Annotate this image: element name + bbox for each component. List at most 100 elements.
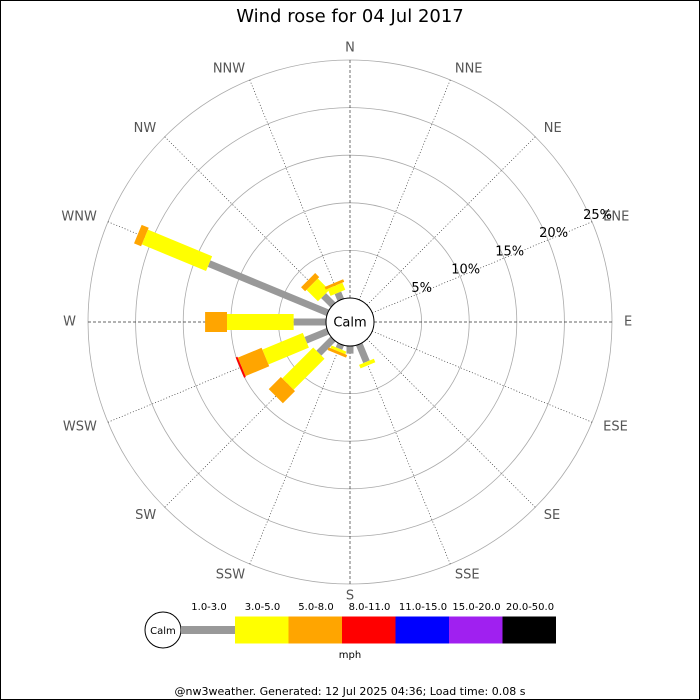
bar-group <box>306 278 330 302</box>
bar-group <box>359 358 376 369</box>
bar-group <box>327 282 346 296</box>
calm-label: Calm <box>333 316 366 331</box>
bar-segment <box>306 278 330 302</box>
spoke <box>358 344 451 565</box>
direction-label: ENE <box>603 210 629 225</box>
legend-label: 20.0-50.0 <box>506 602 554 613</box>
direction-label: S <box>346 589 354 604</box>
legend-label: 8.0-11.0 <box>349 602 391 613</box>
bar-group <box>324 279 345 290</box>
legend-swatch <box>449 616 503 644</box>
bar-segment <box>301 273 320 292</box>
direction-label: N <box>345 41 355 56</box>
bar-group <box>335 342 345 350</box>
bar-group <box>226 314 294 330</box>
bar-segment <box>134 224 149 247</box>
ring-label: 25% <box>583 208 612 223</box>
bar-segment <box>346 346 354 354</box>
bar-segment <box>321 293 336 308</box>
direction-label: WSW <box>63 419 97 434</box>
direction-label: SE <box>544 508 560 523</box>
direction-label: SW <box>135 508 156 523</box>
legend-swatch <box>288 616 342 644</box>
bar-group <box>304 327 330 344</box>
bar-group <box>262 332 309 365</box>
bar-group <box>334 291 345 302</box>
bar-segment <box>330 345 347 355</box>
bar-segment <box>282 347 325 390</box>
legend-label: 3.0-5.0 <box>245 602 280 613</box>
bar-group <box>293 318 326 326</box>
bar-segment <box>327 347 348 358</box>
bar-group <box>321 293 336 308</box>
bar-segment <box>235 356 246 378</box>
legend-swatch <box>342 616 396 644</box>
ring-label: 15% <box>495 244 524 259</box>
legend-calm-label: Calm <box>150 626 176 637</box>
bar-segment <box>237 347 270 377</box>
bar-group <box>282 347 325 390</box>
bar-segment <box>293 318 326 326</box>
spoke <box>358 79 451 300</box>
bar-segment <box>141 229 213 272</box>
direction-label: WNW <box>61 210 97 225</box>
bar-segment <box>207 260 330 317</box>
bar-segment <box>334 291 345 302</box>
bar-group <box>141 229 213 272</box>
spoke <box>372 330 593 423</box>
bar-group <box>205 312 227 332</box>
legend-label: 5.0-8.0 <box>298 602 333 613</box>
footer: @nw3weather. Generated: 12 Jul 2025 04:3… <box>175 685 526 698</box>
legend-swatch <box>502 616 556 644</box>
legend-label: 11.0-15.0 <box>399 602 447 613</box>
bar-segment <box>304 327 330 344</box>
ring-label: 10% <box>451 263 480 278</box>
bar-segment <box>262 332 309 365</box>
ring-label: 20% <box>539 226 568 241</box>
bar-group <box>355 342 370 364</box>
spoke <box>249 344 342 565</box>
spoke <box>164 136 334 306</box>
bar-group <box>134 224 149 247</box>
bar-segment <box>359 358 376 369</box>
chart-title: Wind rose for 04 Jul 2017 <box>236 6 464 27</box>
bar-segment <box>268 377 295 404</box>
direction-label: W <box>63 315 76 330</box>
ring-label: 5% <box>411 281 432 296</box>
bar-segment <box>324 279 345 290</box>
legend-swatch <box>235 616 289 644</box>
bar-segment <box>327 282 346 296</box>
bar-group <box>346 346 354 354</box>
legend-swatch <box>395 616 449 644</box>
direction-label: NE <box>544 121 562 136</box>
bar-group <box>268 377 295 404</box>
bar-group <box>237 347 270 377</box>
legend-swatch <box>181 626 235 634</box>
direction-label: SSW <box>216 568 246 583</box>
spoke <box>366 338 536 508</box>
bar-segment <box>316 336 336 356</box>
bar-group <box>316 336 336 356</box>
spoke <box>366 136 536 306</box>
bar-group <box>235 356 246 378</box>
bar-group <box>207 260 330 317</box>
bar-group <box>301 273 320 292</box>
bar-segment <box>355 342 370 364</box>
bar-group <box>330 345 347 355</box>
bar-segment <box>226 314 294 330</box>
spoke <box>249 79 342 300</box>
bar-segment <box>335 342 345 350</box>
direction-label: NNW <box>213 61 245 76</box>
direction-label: ESE <box>603 419 628 434</box>
legend-label: 15.0-20.0 <box>452 602 500 613</box>
direction-label: SSE <box>455 568 480 583</box>
legend-label: 1.0-3.0 <box>191 602 226 613</box>
spoke <box>372 221 593 314</box>
direction-label: NNE <box>455 61 483 76</box>
bar-group <box>327 347 348 358</box>
direction-label: E <box>624 315 632 330</box>
bar-segment <box>205 312 227 332</box>
calm-circle <box>325 297 375 347</box>
direction-label: NW <box>134 121 157 136</box>
